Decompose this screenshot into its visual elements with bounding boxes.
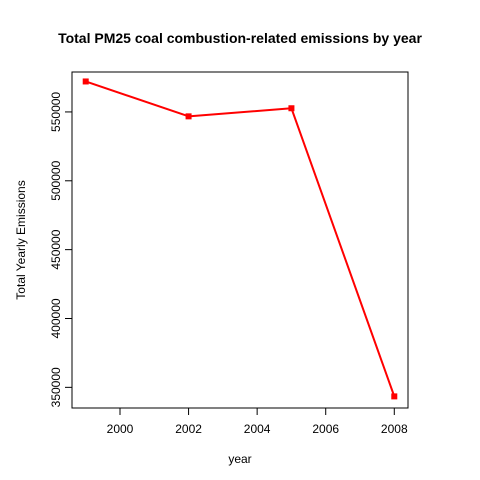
chart-title: Total PM25 coal combustion-related emiss… <box>58 30 422 46</box>
y-axis-label: Total Yearly Emissions <box>14 180 28 299</box>
x-tick-label-0: 2000 <box>107 422 134 436</box>
series-line-0 <box>85 80 396 397</box>
series-layer <box>82 78 398 400</box>
data-point-3 <box>391 393 398 400</box>
data-point-0 <box>82 78 89 85</box>
y-tick-label-4: 550000 <box>49 92 63 132</box>
x-tick-label-3: 2006 <box>312 422 339 436</box>
x-axis: 2000 2002 2004 2006 2008 <box>107 407 408 436</box>
data-point-1 <box>185 113 192 120</box>
y-axis: 350000 400000 450000 500000 550000 <box>49 92 73 407</box>
x-axis-label: year <box>228 452 251 466</box>
x-tick-label-1: 2002 <box>175 422 202 436</box>
y-tick-label-2: 450000 <box>49 229 63 269</box>
data-point-2 <box>288 105 295 112</box>
plot-area: 2000 2002 2004 2006 2008 350000 400000 450000 5… <box>49 71 409 436</box>
y-tick-label-0: 350000 <box>49 367 63 407</box>
plot-frame <box>71 71 409 409</box>
x-tick-label-4: 2008 <box>381 422 408 436</box>
y-tick-label-1: 400000 <box>49 298 63 338</box>
x-tick-label-2: 2004 <box>244 422 271 436</box>
y-tick-label-3: 500000 <box>49 160 63 200</box>
